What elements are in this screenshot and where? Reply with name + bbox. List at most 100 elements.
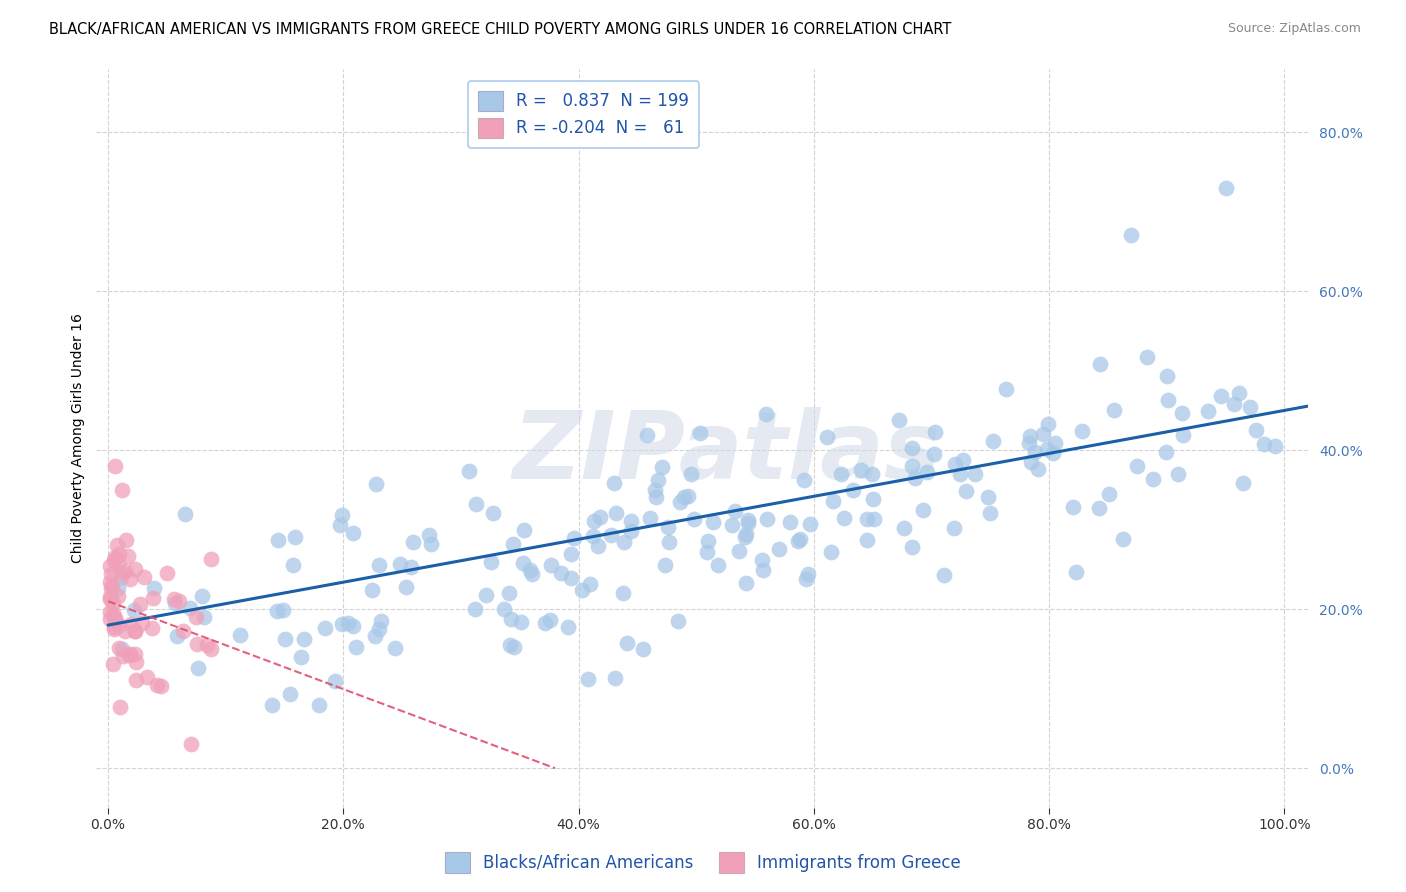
Point — [502, 537, 524, 551]
Point — [323, 673, 346, 688]
Point — [751, 553, 773, 567]
Point — [474, 588, 496, 602]
Point — [1171, 407, 1194, 421]
Point — [768, 541, 790, 556]
Point — [557, 620, 579, 634]
Point — [728, 544, 751, 558]
Point — [1157, 393, 1180, 408]
Point — [631, 641, 654, 656]
Point — [1209, 388, 1232, 402]
Point — [108, 618, 131, 632]
Point — [581, 529, 603, 543]
Point — [344, 640, 367, 654]
Point — [124, 624, 146, 638]
Point — [503, 640, 526, 655]
Point — [599, 527, 621, 541]
Point — [678, 489, 700, 503]
Point — [122, 603, 145, 617]
Point — [832, 511, 855, 525]
Point — [229, 627, 252, 641]
Point — [361, 582, 384, 597]
Point — [107, 547, 129, 561]
Point — [498, 586, 520, 600]
Point — [1171, 427, 1194, 442]
Point — [645, 490, 668, 504]
Point — [1088, 500, 1111, 515]
Point — [105, 538, 128, 552]
Point — [200, 552, 222, 566]
Point — [129, 597, 152, 611]
Point — [994, 383, 1017, 397]
Point — [342, 618, 364, 632]
Point — [540, 558, 562, 572]
Point — [752, 563, 775, 577]
Point — [167, 594, 190, 608]
Point — [942, 521, 965, 535]
Point — [932, 568, 955, 582]
Point — [734, 576, 756, 591]
Point — [856, 512, 879, 526]
Point — [820, 545, 842, 559]
Point — [174, 508, 197, 522]
Point — [1126, 459, 1149, 474]
Point — [111, 648, 134, 663]
Point — [734, 530, 756, 544]
Point — [330, 617, 353, 632]
Point — [101, 579, 124, 593]
Point — [103, 611, 125, 625]
Point — [1102, 402, 1125, 417]
Point — [789, 533, 811, 547]
Point — [1018, 435, 1040, 450]
Point — [963, 467, 986, 482]
Point — [108, 699, 131, 714]
Point — [166, 629, 188, 643]
Point — [915, 465, 938, 479]
Point — [830, 467, 852, 481]
Point — [104, 459, 127, 474]
Point — [163, 596, 186, 610]
Point — [1232, 476, 1254, 491]
Point — [1246, 423, 1268, 437]
Point — [755, 407, 778, 421]
Point — [619, 514, 641, 528]
Point — [673, 491, 696, 505]
Point — [100, 592, 122, 607]
Point — [669, 495, 692, 509]
Legend: R =   0.837  N = 199, R = -0.204  N =   61: R = 0.837 N = 199, R = -0.204 N = 61 — [468, 80, 699, 148]
Point — [281, 558, 304, 573]
Point — [613, 535, 636, 549]
Point — [115, 533, 138, 547]
Point — [793, 473, 815, 487]
Point — [571, 583, 593, 598]
Point — [143, 581, 166, 595]
Point — [1253, 437, 1275, 451]
Point — [1024, 445, 1046, 459]
Point — [737, 513, 759, 527]
Point — [458, 464, 481, 478]
Point — [889, 412, 911, 426]
Point — [125, 655, 148, 669]
Point — [1197, 404, 1219, 418]
Point — [364, 629, 387, 643]
Point — [681, 467, 703, 482]
Point — [482, 506, 505, 520]
Point — [149, 680, 172, 694]
Point — [172, 624, 194, 638]
Point — [519, 563, 541, 577]
Point — [1142, 472, 1164, 486]
Point — [1043, 436, 1066, 450]
Point — [707, 558, 730, 572]
Point — [290, 650, 312, 665]
Point — [278, 687, 301, 701]
Point — [479, 555, 502, 569]
Point — [103, 623, 125, 637]
Point — [180, 737, 202, 751]
Point — [368, 558, 391, 573]
Point — [842, 483, 865, 497]
Point — [1136, 350, 1159, 364]
Point — [1097, 487, 1119, 501]
Point — [1042, 446, 1064, 460]
Point — [658, 535, 681, 549]
Point — [100, 590, 122, 604]
Point — [266, 604, 288, 618]
